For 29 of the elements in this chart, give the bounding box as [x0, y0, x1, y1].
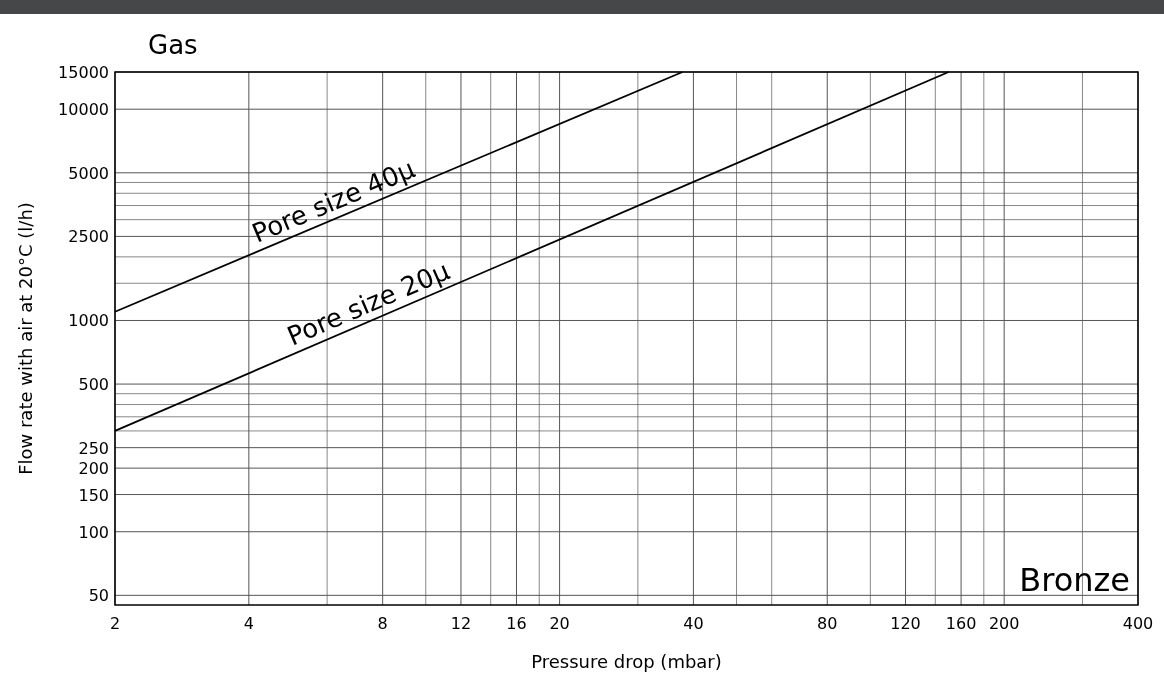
y-tick-label: 100: [78, 522, 109, 542]
y-tick-label: 5000: [68, 163, 109, 183]
annotation: Pore size 40µ: [247, 153, 420, 249]
y-tick-label: 500: [78, 375, 109, 395]
y-tick-label: 1000: [68, 311, 109, 331]
y-tick-label: 2500: [68, 227, 109, 247]
x-tick-label: 12: [450, 614, 472, 633]
x-tick-label: 4: [243, 614, 254, 633]
y-tick-label: 15000: [58, 63, 109, 82]
x-tick-label: 2: [109, 614, 121, 633]
chart-title: Gas: [148, 30, 198, 60]
x-tick-label: 200: [988, 614, 1020, 633]
x-axis-title: Pressure drop (mbar): [531, 651, 722, 672]
x-tick-label: 16: [506, 614, 527, 633]
x-tick-label: 80: [817, 614, 838, 633]
y-tick-label: 250: [78, 438, 109, 458]
x-tick-label: 20: [549, 614, 570, 633]
x-tick-label: 400: [1122, 614, 1154, 633]
y-axis-title: Flow rate with air at 20°C (l/h): [15, 202, 36, 475]
x-tick-label: 160: [945, 614, 977, 633]
x-tick-label: 40: [683, 614, 704, 633]
annotation: Bronze: [1019, 561, 1130, 599]
annotation: Pore size 20µ: [282, 255, 454, 352]
y-tick-label: 10000: [58, 100, 109, 120]
y-tick-label: 200: [78, 459, 109, 479]
x-tick-label: 120: [890, 614, 921, 633]
x-tick-label: 8: [377, 614, 388, 633]
y-tick-label: 50: [88, 586, 109, 606]
y-tick-label: 150: [78, 485, 109, 505]
